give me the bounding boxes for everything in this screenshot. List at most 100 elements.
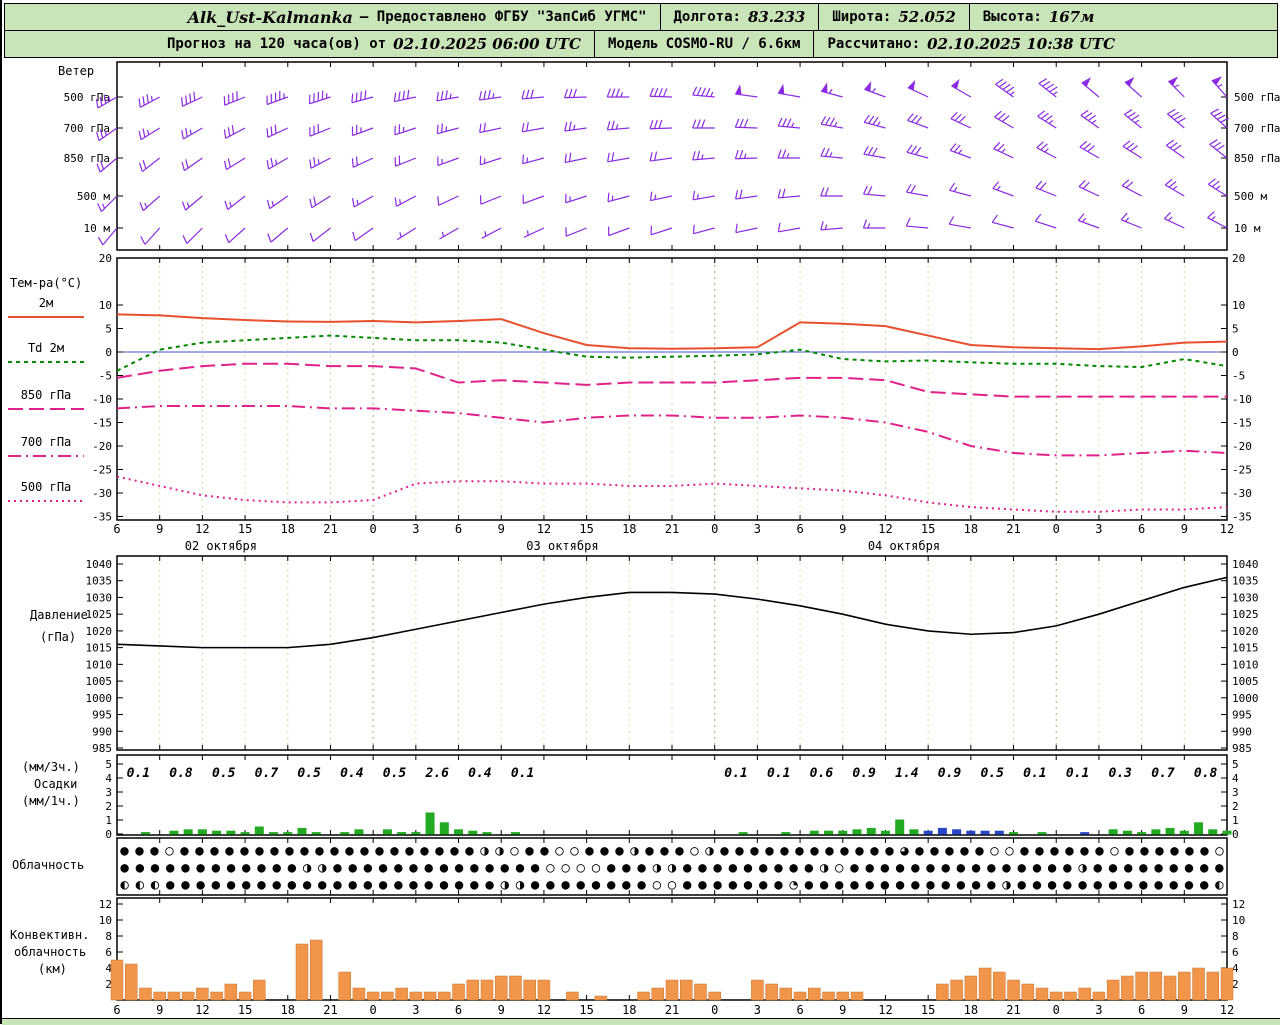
cloud-symbol: ● [450,843,459,859]
cloud-symbol: ◑ [495,843,504,859]
wind-barb-staff [1080,147,1099,158]
wind-barb-feather [993,182,999,189]
wind-barb-staff [693,158,715,160]
wind-barb-half-feather [1174,85,1179,87]
hour-label: 9 [156,1003,163,1017]
wind-barb-feather [1037,142,1044,148]
cloud-symbol: ● [941,860,950,876]
cloud-symbol: ● [1170,860,1179,876]
wind-barb-staff [522,97,544,99]
axis-label: 1030 [86,591,113,604]
cloud-symbol: ● [683,860,692,876]
wind-barb-feather [1122,180,1129,186]
wind-barb-feather [1046,84,1054,89]
cloud-symbol: ○ [555,843,564,859]
wind-barb-staff [522,128,544,132]
axis-label: 2 [1232,800,1239,813]
wind-barb-feather [1213,142,1221,147]
precip-bar [825,831,833,834]
wind-barb-feather [1084,143,1091,149]
axis-label: 10 [1232,914,1245,927]
cloud-symbol: ● [896,877,905,893]
wind-barb-feather [664,88,667,96]
wind-barb-feather [271,126,272,135]
convective-bar [196,988,208,1000]
axis-label: 1000 [1232,692,1259,705]
wind-barb-staff [864,154,886,158]
cloud-symbol: ● [561,877,570,893]
hour-label: 9 [498,522,505,536]
cloud-symbol: ○ [592,860,601,876]
axis-label: 12 [99,898,112,911]
cloud-symbol: ○ [570,843,579,859]
wind-barb-feather [232,125,233,134]
cloud-symbol: ● [1124,877,1133,893]
wind-barb-feather [1035,214,1041,221]
precip-3h-label: 1.4 [895,766,919,781]
hour-label: 12 [1220,1003,1234,1017]
cloud-symbol: ● [240,843,249,859]
wind-barb-feather [1002,116,1009,122]
cloud-symbol: ● [759,860,768,876]
wind-barb-feather [821,116,826,124]
axis-label: 990 [92,725,112,738]
wind-barb-feather [139,131,141,140]
axis-label: 0 [105,828,112,841]
cloud-symbol: ● [805,877,814,893]
wind-barb-feather [139,98,140,107]
precip-3h-label: 0.1 [724,766,747,781]
wind-barb-feather [821,221,823,230]
wind-barb-feather [736,224,737,233]
cloud-symbol: ● [333,877,342,893]
wind-barb-feather [607,121,609,130]
precip-bar [1038,833,1046,834]
wind-barb-half-feather [318,159,319,164]
hour-label: 18 [964,522,978,536]
convective-bar [965,976,977,1000]
legend-label: 500 гПа [21,480,72,494]
wind-barb-staff [1036,188,1056,196]
wind-barb-feather [441,91,443,100]
precip-bar [341,833,349,834]
cloud-symbol: ● [120,843,129,859]
hour-label: 9 [498,1003,505,1017]
pressure-panel-unit: (гПа) [40,630,76,644]
convective-bar [851,992,863,1000]
precip-bar [938,828,946,834]
precip-3h-title: (мм/3ч.) [22,760,80,774]
wind-barb-pennant [822,84,827,93]
convective-bar [1064,992,1076,1000]
wind-barb-feather [1127,143,1134,149]
wind-barb-feather [868,147,873,155]
cloud-symbol: ● [774,877,783,893]
hour-label: 9 [839,1003,846,1017]
cloud-symbol: ● [1109,860,1118,876]
wind-barb-staff [143,196,159,211]
wind-level-label: 500 гПа [64,91,110,104]
cloud-symbol: ● [735,843,744,859]
axis-label: 3 [105,786,112,799]
cloud-symbol: ● [364,877,373,893]
hour-label: 3 [754,1003,761,1017]
cloud-symbol: ● [789,860,798,876]
cloud-symbol: ○ [668,877,677,893]
wind-barb-feather [1170,143,1177,148]
wind-barb-half-feather [792,123,794,128]
axis-label: 1000 [86,692,113,705]
wind-barb-feather [186,159,188,168]
cloud-symbol: ● [1063,877,1072,893]
wind-barb-staff [1124,114,1141,128]
cloud-symbol: ● [348,877,357,893]
cloud-symbol: ● [810,843,819,859]
hour-label: 0 [370,1003,377,1017]
precip-bar [782,833,790,834]
wind-barb-feather [612,152,614,161]
wind-barb-feather [442,124,443,133]
wind-barb-staff [1210,144,1227,158]
precip-bar [398,833,406,834]
wind-level-label: 700 гПа [1234,122,1280,135]
hour-label: 6 [1138,1003,1145,1017]
hour-label: 6 [455,1003,462,1017]
cloud-symbol: ● [257,877,266,893]
wind-barb-half-feather [485,231,486,236]
